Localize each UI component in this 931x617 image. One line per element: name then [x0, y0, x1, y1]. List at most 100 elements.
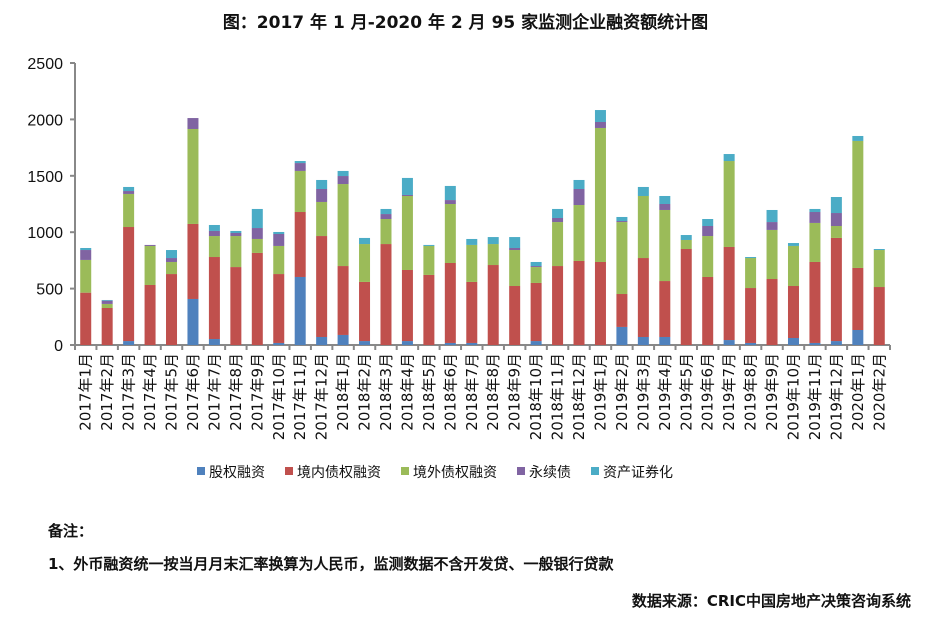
bar-segment	[766, 229, 778, 280]
x-tick-label: 2017年12月	[313, 353, 331, 440]
bar-segment	[187, 128, 199, 224]
bar-segment	[187, 118, 199, 129]
bar-segment	[573, 179, 585, 189]
bar-segment	[208, 257, 220, 340]
bar-segment	[423, 245, 435, 275]
bar-segment	[466, 342, 478, 345]
bar-segment	[659, 204, 671, 210]
x-tick-label: 2018年7月	[463, 353, 481, 431]
bar-segment	[294, 170, 306, 213]
legend-label: 境外债权融资	[413, 465, 497, 481]
x-tick-label: 2018年9月	[506, 353, 524, 431]
bar-segment	[852, 267, 864, 330]
bar-segment	[380, 208, 392, 215]
bar-segment	[359, 244, 371, 282]
bar-segment	[616, 221, 628, 223]
x-tick-label: 2017年4月	[141, 353, 159, 431]
bar-segment	[509, 286, 521, 345]
bar-segment	[337, 176, 349, 185]
bar-segment	[80, 247, 92, 251]
bar-segment	[852, 140, 864, 268]
bar-segment	[552, 208, 564, 218]
bar-segment	[487, 265, 499, 345]
bar-segment	[594, 261, 606, 345]
bar-segment	[123, 191, 135, 194]
bar-segment	[401, 177, 413, 195]
bar-segment	[830, 213, 842, 226]
bar-segment	[552, 222, 564, 267]
bar-segment	[659, 195, 671, 204]
bar-segment	[809, 222, 821, 262]
bar-segment	[444, 185, 456, 201]
legend-swatch	[517, 467, 525, 475]
bar-segment	[230, 230, 242, 233]
x-tick-label: 2019年6月	[699, 353, 717, 431]
legend-label: 永续债	[529, 464, 571, 481]
legend-label: 境内债权融资	[297, 465, 381, 481]
bar-segment	[251, 238, 263, 253]
bar-segment	[509, 237, 521, 248]
y-tick-label: 2000	[27, 112, 63, 129]
bar-segment	[809, 212, 821, 223]
bar-segment	[787, 286, 799, 339]
x-tick-label: 2017年8月	[227, 353, 245, 431]
x-tick-label: 2019年2月	[613, 353, 631, 431]
bar-segment	[745, 342, 757, 345]
bar-segment	[723, 154, 735, 162]
bar-segment	[166, 261, 178, 275]
x-tick-label: 2019年7月	[720, 353, 738, 431]
bar-segment	[273, 234, 285, 246]
bar-segment	[230, 267, 242, 345]
legend-swatch	[401, 467, 409, 475]
x-tick-label: 2017年11月	[291, 353, 309, 440]
bar-segment	[637, 186, 649, 196]
x-tick-label: 2019年4月	[656, 353, 674, 431]
bar-segment	[852, 135, 864, 141]
x-tick-label: 2019年10月	[784, 353, 802, 440]
bar-segment	[101, 308, 113, 345]
bar-segment	[444, 200, 456, 204]
bar-segment	[830, 341, 842, 345]
bar-segment	[380, 219, 392, 245]
bar-segment	[637, 336, 649, 345]
bar-segment	[530, 341, 542, 345]
bar-segment	[144, 284, 156, 345]
bar-segment	[766, 279, 778, 345]
bar-segment	[251, 252, 263, 345]
bar-segment	[359, 341, 371, 345]
bar-segment	[830, 197, 842, 214]
x-tick-label: 2019年8月	[742, 353, 760, 431]
bar-segment	[487, 244, 499, 266]
bar-segment	[337, 266, 349, 335]
bar-segment	[809, 261, 821, 343]
bar-segment	[294, 163, 306, 171]
bar-segment	[273, 274, 285, 343]
bar-segment	[680, 235, 692, 240]
bar-segment	[444, 262, 456, 343]
bar-segment	[401, 269, 413, 342]
bar-segment	[444, 342, 456, 345]
x-tick-label: 2017年10月	[270, 353, 288, 440]
bar-segment	[401, 195, 413, 270]
bar-segment	[187, 223, 199, 299]
bar-segment	[530, 261, 542, 267]
bar-segment	[530, 267, 542, 283]
bar-segment	[809, 208, 821, 213]
bar-segment	[745, 288, 757, 343]
bar-segment	[444, 204, 456, 263]
bar-segment	[80, 250, 92, 260]
x-tick-label: 2017年7月	[205, 353, 223, 431]
bar-segment	[616, 222, 628, 295]
bar-segment	[873, 249, 885, 251]
x-tick-label: 2018年12月	[570, 353, 588, 440]
bar-segment	[230, 236, 242, 268]
bar-segment	[187, 298, 199, 345]
bar-segment	[208, 339, 220, 345]
bar-segment	[273, 231, 285, 235]
legend-swatch	[285, 467, 293, 475]
x-tick-label: 2019年5月	[677, 353, 695, 431]
y-tick-label: 0	[54, 338, 63, 355]
bar-segment	[316, 179, 328, 189]
data-source: 数据来源：CRIC中国房地产决策咨询系统	[631, 592, 911, 610]
bar-segment	[359, 281, 371, 342]
